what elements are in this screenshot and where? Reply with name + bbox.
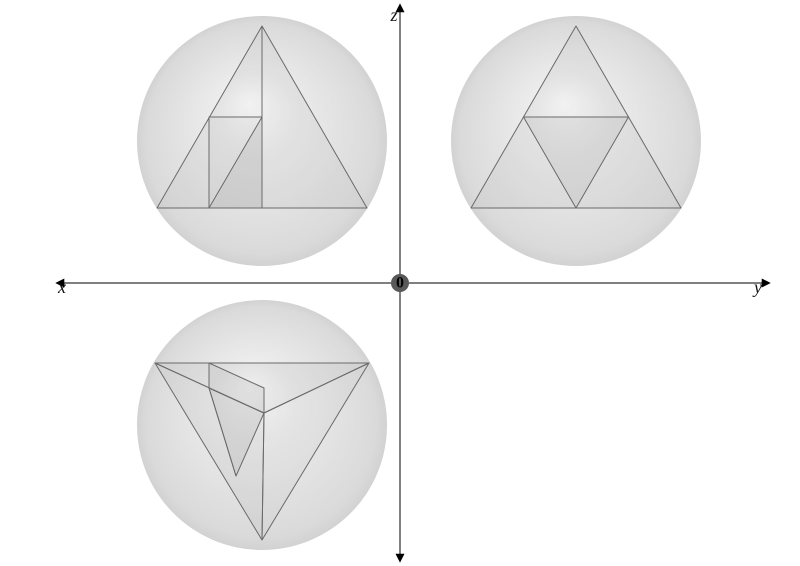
axis-label-z: z xyxy=(389,5,397,25)
axis-label-x: x xyxy=(57,277,66,297)
origin-label: 0 xyxy=(396,275,404,292)
axis-label-y: y xyxy=(752,277,762,297)
